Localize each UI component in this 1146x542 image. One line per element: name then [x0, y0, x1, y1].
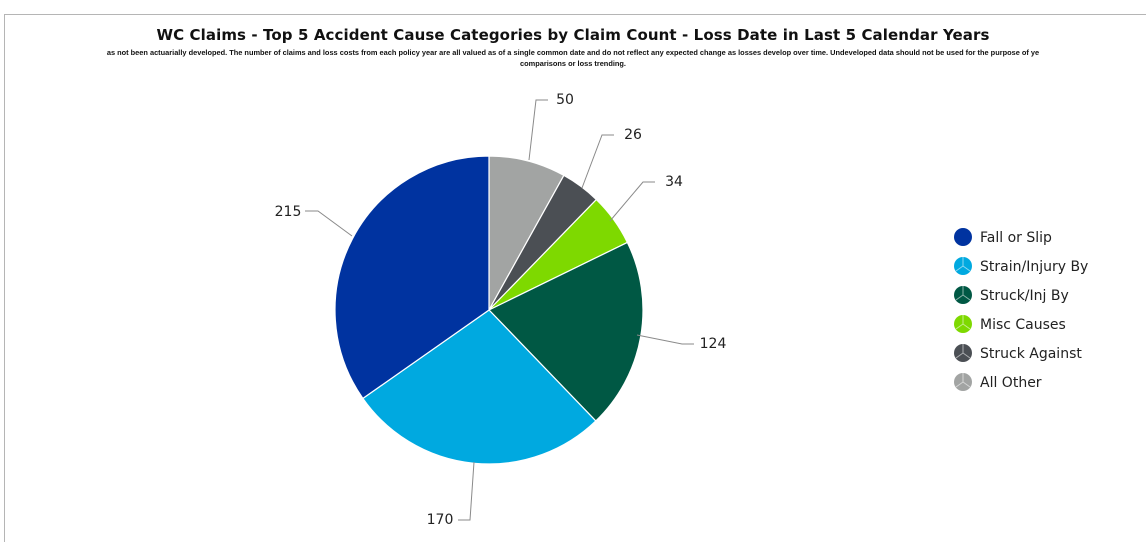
legend-item: Struck/Inj By: [954, 286, 1069, 304]
legend-swatch-mark: [955, 315, 971, 330]
leader-line: [528, 99, 548, 161]
data-label: 124: [700, 336, 727, 352]
legend-label: Fall or Slip: [980, 230, 1052, 246]
disclaimer-line-2: comparisons or loss trending.: [520, 59, 626, 68]
pie-slice-fall-or-slip: [334, 155, 490, 400]
legend-swatch-mark: [955, 286, 971, 301]
data-label: 215: [275, 204, 302, 220]
chart-disclaimer: as not been actuarially developed. The n…: [0, 47, 1146, 69]
pie-slice-struck-inj-by: [487, 241, 644, 422]
legend-label: All Other: [980, 375, 1042, 391]
data-label: 34: [665, 174, 683, 190]
legend-item: All Other: [954, 373, 1042, 391]
legend-item: Misc Causes: [954, 315, 1066, 333]
legend-swatch-mark: [955, 257, 971, 272]
data-labels: 215 170 124 34 26 50: [275, 92, 727, 528]
legend-label: Struck/Inj By: [980, 288, 1069, 304]
pie-slices: [334, 155, 644, 465]
legend-swatch-mark: [955, 373, 971, 388]
leader-line: [458, 461, 475, 521]
leader-line: [609, 181, 655, 222]
legend-swatch-mark: [955, 344, 971, 359]
legend: Fall or Slip Strain/Injury By Struck/Inj B…: [954, 228, 1088, 391]
legend-label: Struck Against: [980, 346, 1082, 362]
data-label: 26: [624, 127, 642, 143]
data-label: 50: [556, 92, 574, 108]
legend-item: Struck Against: [954, 344, 1082, 362]
legend-label: Misc Causes: [980, 317, 1066, 333]
chart-title: WC Claims - Top 5 Accident Cause Categor…: [156, 26, 990, 44]
data-label: 170: [427, 512, 454, 528]
legend-item: Strain/Injury By: [954, 257, 1088, 275]
legend-item: Fall or Slip: [954, 228, 1052, 246]
legend-swatch: [954, 228, 972, 246]
disclaimer-line-1: as not been actuarially developed. The n…: [106, 48, 1040, 57]
chart-frame: [4, 14, 1146, 542]
leader-line: [636, 334, 694, 345]
leader-line: [581, 134, 614, 189]
leader-lines: [305, 99, 694, 521]
legend-label: Strain/Injury By: [980, 259, 1088, 275]
leader-line: [305, 210, 353, 237]
